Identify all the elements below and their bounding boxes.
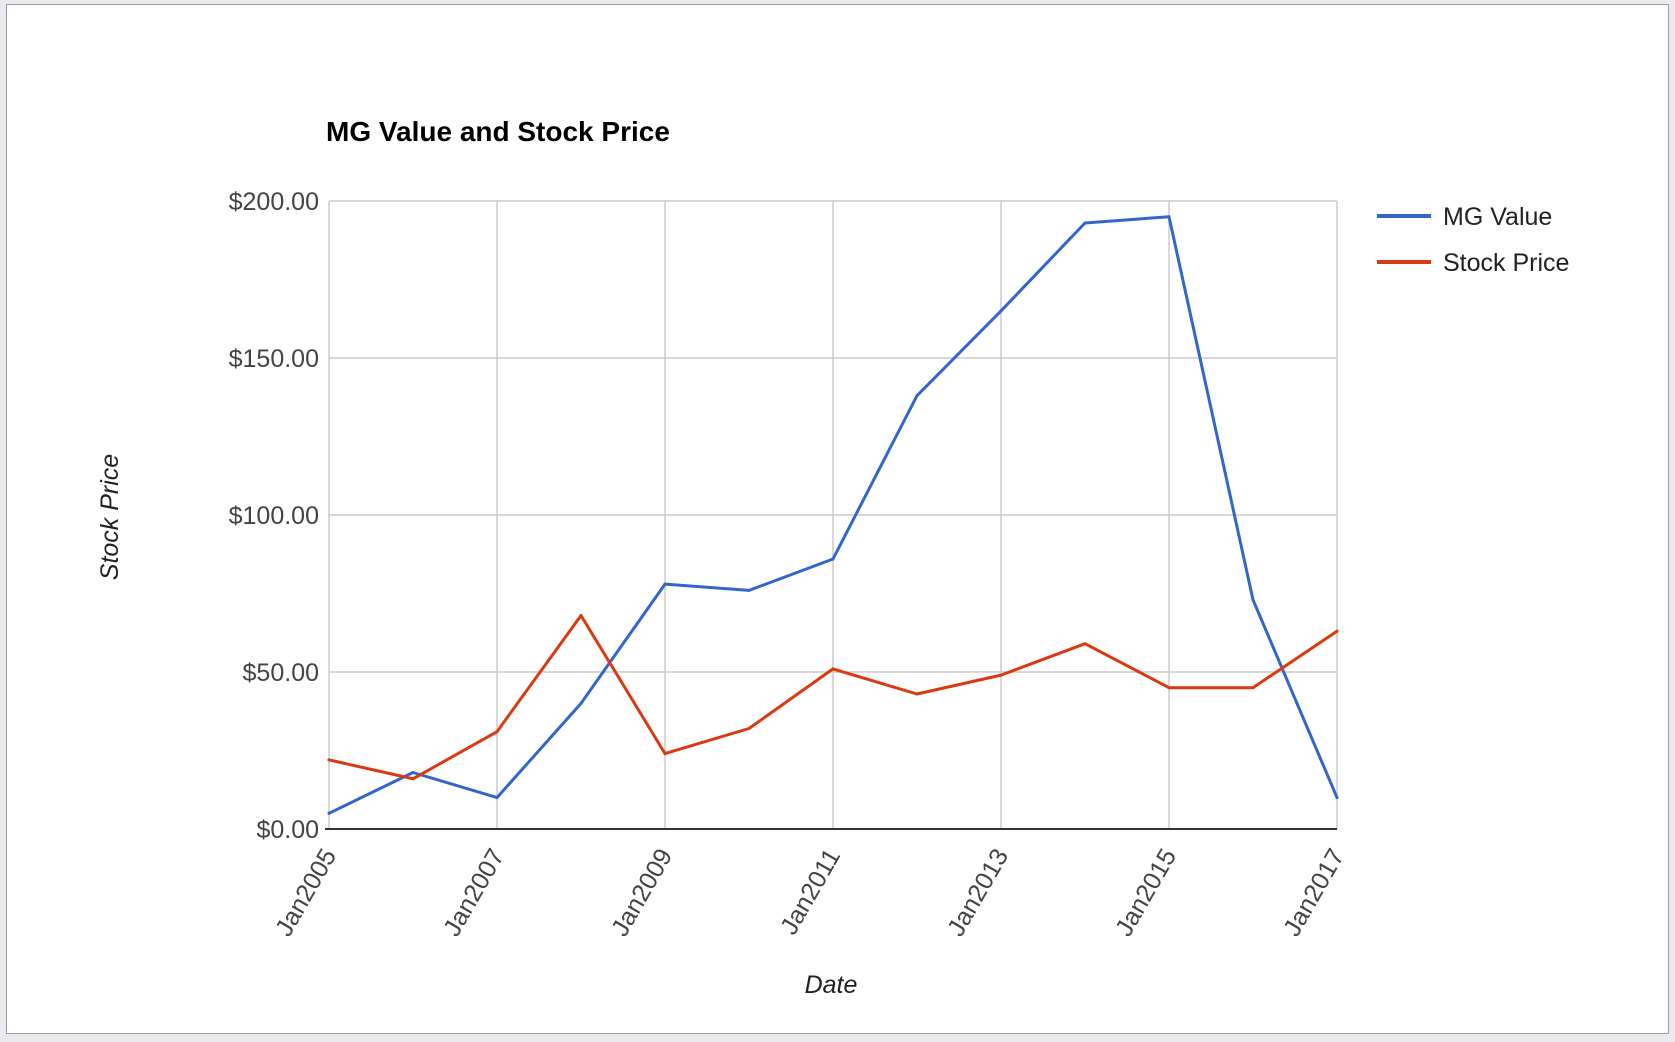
chart-title: MG Value and Stock Price — [326, 116, 670, 147]
data-point[interactable] — [747, 727, 751, 731]
legend-label: MG Value — [1443, 203, 1552, 231]
data-point[interactable] — [1335, 629, 1339, 633]
data-point[interactable] — [915, 692, 919, 696]
data-point[interactable] — [1083, 642, 1087, 646]
data-point[interactable] — [411, 770, 415, 774]
y-tick-label: $0.00 — [256, 816, 319, 844]
data-point[interactable] — [1167, 686, 1171, 690]
y-axis-ticks: $0.00 $50.00 $100.00 $150.00 $200.00 — [229, 188, 319, 844]
data-point[interactable] — [1167, 215, 1171, 219]
line-chart: MG Value and Stock Price $0.00 $50.00 $100… — [96, 116, 1569, 999]
x-tick-label: Jan2005 — [270, 844, 342, 941]
x-tick-label: Jan2017 — [1278, 844, 1350, 941]
data-point[interactable] — [495, 730, 499, 734]
y-axis-title: Stock Price — [96, 454, 124, 580]
x-tick-label: Jan2007 — [438, 844, 510, 941]
x-tick-label: Jan2009 — [606, 844, 678, 941]
gridlines — [325, 200, 1338, 830]
data-point[interactable] — [915, 394, 919, 398]
y-tick-label: $100.00 — [229, 502, 319, 530]
data-point[interactable] — [327, 811, 331, 815]
x-tick-label: Jan2015 — [1110, 844, 1182, 941]
data-point[interactable] — [999, 309, 1003, 313]
series-lines — [327, 215, 1339, 815]
data-point[interactable] — [999, 673, 1003, 677]
data-point[interactable] — [579, 701, 583, 705]
data-point[interactable] — [663, 582, 667, 586]
data-point[interactable] — [1083, 221, 1087, 225]
y-tick-label: $200.00 — [229, 188, 319, 216]
data-point[interactable] — [495, 796, 499, 800]
data-point[interactable] — [831, 557, 835, 561]
data-point[interactable] — [1335, 796, 1339, 800]
x-axis-ticks: Jan2005 Jan2007 Jan2009 Jan2011 Jan2013 Jan20… — [270, 844, 1350, 941]
data-point[interactable] — [411, 777, 415, 781]
y-tick-label: $50.00 — [243, 659, 319, 687]
data-point[interactable] — [327, 758, 331, 762]
x-tick-label: Jan2011 — [775, 844, 846, 939]
legend[interactable]: MG Value Stock Price — [1377, 203, 1569, 277]
data-point[interactable] — [663, 752, 667, 756]
x-tick-label: Jan2013 — [942, 844, 1014, 941]
legend-label: Stock Price — [1443, 249, 1569, 277]
x-axis-title: Date — [805, 971, 858, 999]
data-point[interactable] — [831, 667, 835, 671]
y-tick-label: $150.00 — [229, 345, 319, 373]
data-point[interactable] — [1251, 598, 1255, 602]
data-point[interactable] — [1251, 686, 1255, 690]
chart-container[interactable]: MG Value and Stock Price $0.00 $50.00 $100… — [6, 4, 1669, 1034]
data-point[interactable] — [579, 613, 583, 617]
data-point[interactable] — [747, 588, 751, 592]
